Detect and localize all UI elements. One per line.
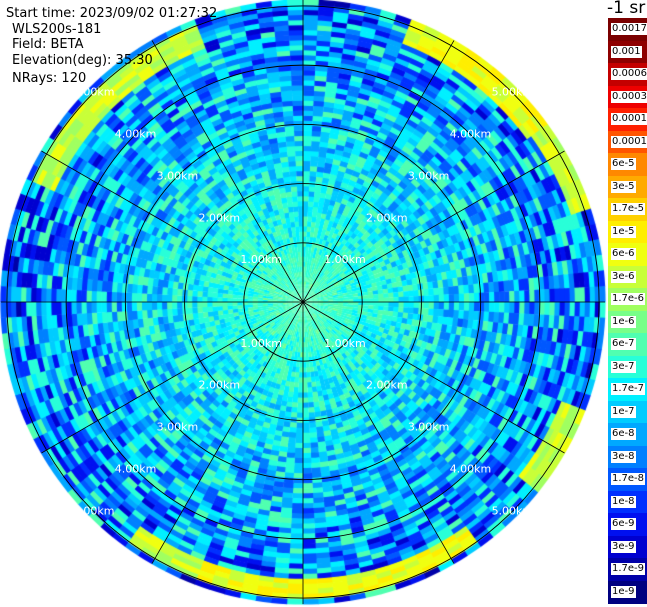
colorbar-tick-label: 0.0001 [611,135,647,148]
colorbar-tick-label: 1.7e-6 [611,293,646,305]
range-ring-label: 2.00km [198,211,240,224]
colorbar-tick-label: 3e-8 [611,450,636,463]
colorbar-tick-label: 1.7e-9 [611,563,646,575]
colorbar-tick-label: 6e-6 [611,248,636,260]
colorbar-tick-label: 3e-9 [611,540,636,553]
azimuth-spoke [302,150,565,303]
elevation-label: Elevation(deg): 35.30 [12,53,153,68]
range-ring-label: 5.00km [73,86,115,99]
nrays-label: NRays: 120 [12,71,87,86]
range-ring-label: 4.00km [115,128,157,141]
colorbar-tick-label: 1.7e-5 [611,203,646,215]
azimuth-spoke [302,301,565,454]
range-ring-label: 5.00km [73,504,115,517]
range-ring-label: 2.00km [366,379,408,392]
colorbar-tick-label: 3e-6 [611,270,636,283]
colorbar-tick-label: 0.00017 [611,113,647,125]
colorbar-tick-label: 1e-8 [611,495,636,508]
range-ring-label: 5.00km [492,86,534,99]
azimuth-spoke [151,301,304,564]
azimuth-spoke [151,40,304,303]
range-ring-label: 1.00km [324,337,366,350]
colorbar-tick-label: 1e-9 [611,585,636,598]
range-ring-label: 3.00km [408,169,450,182]
colorbar-tick-label: 6e-9 [611,518,636,530]
colorbar-tick-label: 1e-5 [611,225,636,238]
range-ring-label: 4.00km [450,462,492,475]
range-ring-label: 3.00km [408,421,450,434]
field-label: Field: BETA [12,37,84,52]
colorbar-tick-label: 3e-7 [611,360,636,373]
range-ring-label: 1.00km [240,337,282,350]
colorbar-tick-label: 6e-7 [611,338,636,350]
azimuth-spoke [41,150,304,303]
colorbar-unit-label: -1 sr [607,0,646,18]
range-ring-label: 2.00km [366,211,408,224]
azimuth-spoke [41,301,304,454]
azimuth-spoke [302,301,455,564]
colorbar-tick-label: 6e-5 [611,158,636,170]
colorbar-tick-label: 3e-5 [611,180,636,193]
range-ring-label: 3.00km [157,169,199,182]
azimuth-spokes [1,0,605,604]
colorbar-tick-label: 0.0017 [611,23,647,35]
colorbar-tick-label: 1.7e-8 [611,473,646,485]
range-ring-label: 1.00km [240,253,282,266]
range-ring-label: 3.00km [157,421,199,434]
start-time-label: Start time: 2023/09/02 01:27:32 [6,6,218,21]
colorbar-tick-label: 0.0006 [611,68,647,80]
range-ring-label: 4.00km [450,128,492,141]
colorbar-tick-label: 1e-7 [611,405,636,418]
colorbar-tick-label: 0.0003 [611,90,647,103]
colorbar-tick-label: 6e-8 [611,428,636,440]
range-ring-label: 5.00km [492,504,534,517]
colorbar-tick-label: 1e-6 [611,315,636,328]
instrument-label: WLS200s-181 [12,22,102,37]
colorbar-tick-label: 1.7e-7 [611,383,646,395]
range-ring-labels: 1.00km 1.00km 1.00km 1.00km 2.00km 2.00km 2.00… [73,86,533,518]
range-ring-label: 2.00km [198,379,240,392]
range-ring-label: 4.00km [115,462,157,475]
range-ring-label: 1.00km [324,253,366,266]
colorbar-tick-label: 0.001 [611,45,642,58]
azimuth-spoke [302,40,455,303]
